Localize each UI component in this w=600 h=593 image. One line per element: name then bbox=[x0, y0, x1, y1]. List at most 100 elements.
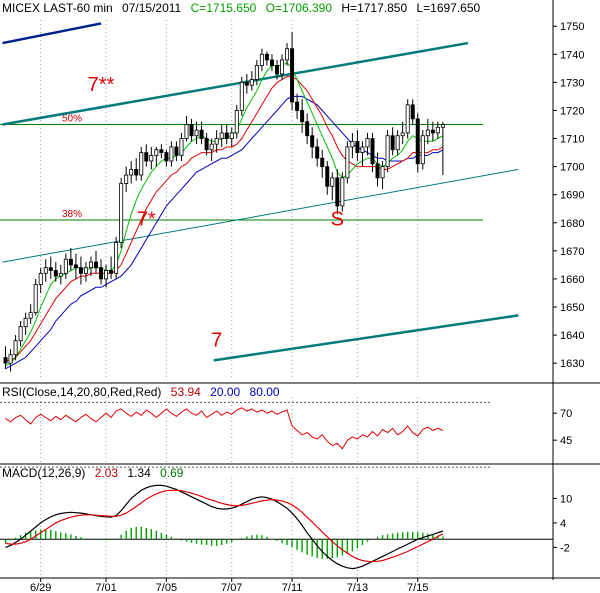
candle-body bbox=[68, 258, 73, 266]
candle bbox=[280, 54, 285, 80]
candle bbox=[224, 124, 229, 145]
candle bbox=[259, 48, 264, 72]
wave-annotation: 7** bbox=[88, 74, 115, 96]
candle bbox=[315, 138, 320, 167]
candle-body bbox=[315, 146, 320, 159]
fib-label: 38% bbox=[62, 209, 82, 220]
rsi-value: 53.94 bbox=[170, 385, 201, 399]
y-tick-label: 1640 bbox=[560, 330, 584, 342]
x-tick-label: 7/11 bbox=[282, 582, 303, 593]
candle-body bbox=[365, 138, 370, 148]
candle-body bbox=[8, 354, 13, 364]
candle bbox=[199, 121, 204, 145]
low-label: L=1697.650 bbox=[416, 1, 481, 15]
candle bbox=[370, 132, 375, 173]
candle bbox=[209, 138, 214, 161]
candle-body bbox=[164, 152, 169, 162]
candle bbox=[8, 349, 13, 372]
date-label: 07/15/2011 bbox=[122, 1, 182, 15]
candle-body bbox=[285, 48, 290, 61]
candle bbox=[269, 54, 274, 72]
candle-body bbox=[129, 169, 134, 176]
candle-body bbox=[350, 140, 355, 148]
candle-body bbox=[139, 152, 144, 176]
candle-body bbox=[88, 261, 93, 269]
candle bbox=[73, 253, 78, 279]
candle-body bbox=[390, 135, 395, 151]
y-tick-label: 1630 bbox=[560, 358, 584, 370]
candle-body bbox=[405, 104, 410, 134]
candle-body bbox=[199, 129, 204, 139]
candle bbox=[83, 262, 88, 282]
candle bbox=[169, 141, 174, 167]
candle-body bbox=[375, 163, 380, 179]
candle-body bbox=[43, 267, 48, 274]
candle-body bbox=[415, 118, 420, 165]
candle-body bbox=[295, 101, 300, 111]
y-tick-label: 1670 bbox=[560, 246, 584, 258]
x-tick-label: 7/13 bbox=[347, 582, 368, 593]
macd-signal-line bbox=[5, 489, 444, 563]
candle-body bbox=[395, 135, 400, 151]
candle-body bbox=[18, 326, 23, 342]
candle-body bbox=[214, 138, 219, 145]
candle-body bbox=[254, 65, 259, 80]
candle bbox=[38, 267, 43, 293]
candle-body bbox=[144, 152, 149, 162]
candle-body bbox=[119, 183, 124, 243]
candle bbox=[109, 256, 114, 279]
candle-body bbox=[219, 132, 224, 139]
candle bbox=[335, 169, 340, 215]
candle bbox=[68, 248, 73, 271]
candle bbox=[154, 146, 159, 167]
candle-body bbox=[13, 340, 18, 356]
wave-annotation: 7* bbox=[137, 209, 156, 231]
candle-body bbox=[184, 124, 189, 139]
candle-body bbox=[259, 53, 264, 66]
candle bbox=[18, 321, 23, 347]
macd-value3: 0.69 bbox=[160, 466, 184, 480]
x-tick-label: 7/01 bbox=[95, 582, 116, 593]
candle-body bbox=[305, 121, 310, 137]
wave-annotation: S bbox=[331, 209, 344, 231]
x-axis: 6/29 7/01 7/05 7/07 7/11 7/13 7/15 bbox=[30, 20, 428, 593]
candle-body bbox=[340, 177, 345, 207]
candle-body bbox=[83, 267, 88, 274]
candle bbox=[204, 132, 209, 156]
candle-body bbox=[224, 132, 229, 139]
close-label: C=1715.650 bbox=[190, 1, 257, 15]
candle bbox=[390, 127, 395, 156]
candle bbox=[244, 73, 249, 94]
candle bbox=[350, 132, 355, 159]
candle-body bbox=[114, 242, 119, 274]
candle-body bbox=[179, 138, 184, 156]
candle-body bbox=[425, 129, 430, 137]
candle-body bbox=[194, 129, 199, 137]
candle-body bbox=[204, 138, 209, 151]
candle bbox=[33, 278, 38, 316]
candle bbox=[99, 259, 104, 285]
candle bbox=[94, 250, 99, 274]
y-tick-label: 1680 bbox=[560, 218, 584, 230]
x-tick-label: 7/15 bbox=[407, 582, 428, 593]
candle-body bbox=[280, 59, 285, 75]
high-label: H=1717.850 bbox=[341, 1, 408, 15]
ma-fast-line bbox=[5, 62, 444, 367]
candle bbox=[360, 141, 365, 167]
candle-body bbox=[310, 135, 315, 148]
y-tick-label: 1730 bbox=[560, 77, 584, 89]
candle-body bbox=[360, 146, 365, 153]
candle bbox=[340, 172, 345, 212]
candle-body bbox=[290, 48, 295, 103]
x-tick-label: 7/07 bbox=[221, 582, 242, 593]
candle bbox=[430, 121, 435, 142]
rsi-line bbox=[5, 407, 444, 450]
candle bbox=[134, 158, 139, 181]
candle-body bbox=[154, 149, 159, 156]
candle bbox=[3, 346, 8, 369]
trendline bbox=[2, 22, 102, 45]
candle bbox=[88, 256, 93, 277]
candle-body bbox=[345, 146, 350, 179]
rsi-header: RSI(Close,14,20,80,Red,Red) 53.94 20.00 … bbox=[2, 385, 280, 399]
candle bbox=[144, 144, 149, 167]
